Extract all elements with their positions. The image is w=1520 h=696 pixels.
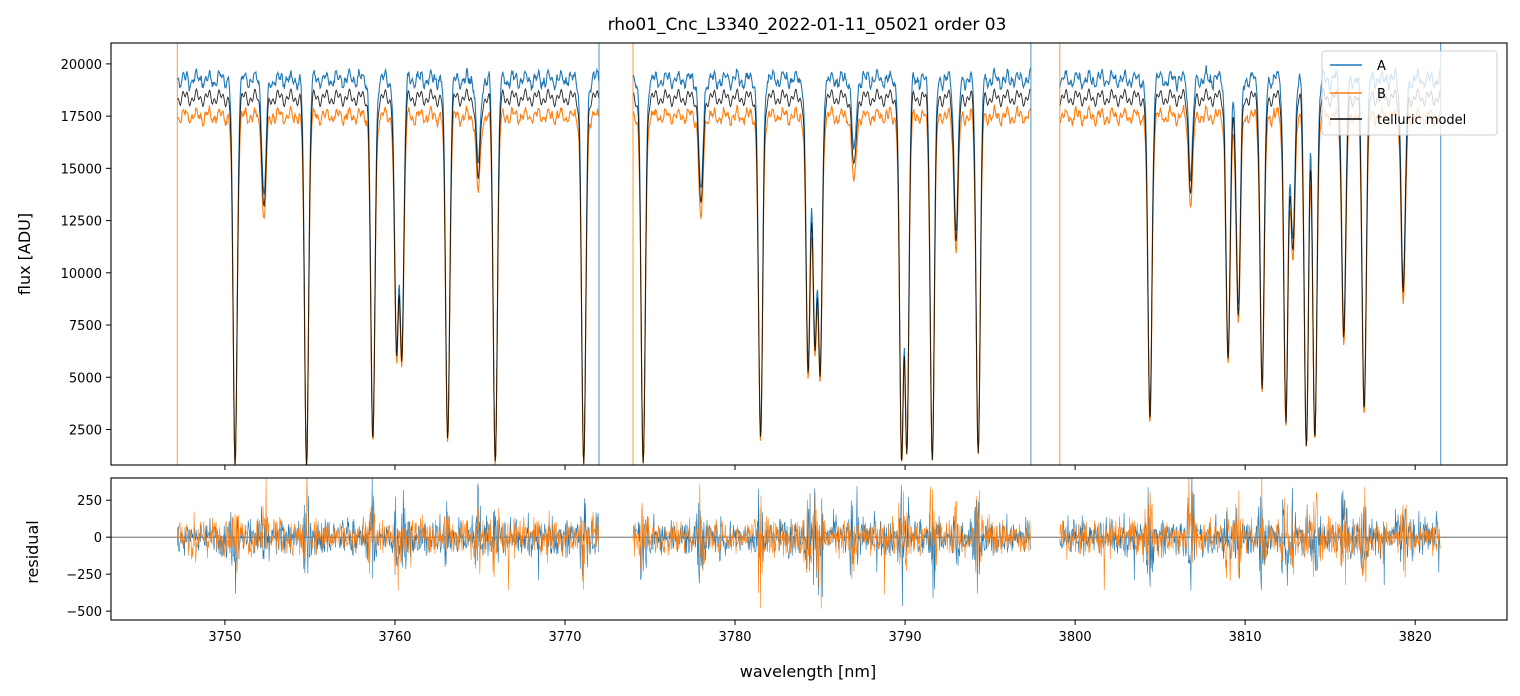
residual-y-tick-label: 0 [94, 531, 102, 546]
legend-label-telluric-model: telluric model [1377, 113, 1466, 128]
residual-line-B [177, 478, 1441, 609]
residual-x-tick-label: 3770 [548, 630, 581, 645]
flux-y-tick-label: 10000 [61, 267, 102, 282]
flux-y-tick-label: 2500 [69, 423, 102, 438]
flux-y-tick-label: 12500 [61, 215, 102, 230]
flux-y-tick-label: 15000 [61, 162, 102, 177]
segment-edge-spikes [176, 43, 1442, 465]
chart-title: rho01_Cnc_L3340_2022-01-11_05021 order 0… [608, 15, 1007, 35]
flux-x-ticks [224, 465, 1416, 470]
legend-frame [1321, 50, 1498, 136]
flux-y-tick-label: 7500 [69, 319, 102, 334]
x-axis-label: wavelength [nm] [740, 662, 877, 681]
flux-y-tick-label: 17500 [61, 110, 102, 125]
residual-y-ticks: −500 −250 0 250 [66, 494, 111, 620]
residual-panel-frame [110, 477, 1508, 621]
residual-y-tick-label: −250 [66, 568, 102, 583]
residual-x-tick-label: 3800 [1059, 630, 1092, 645]
legend: A B telluric model [1321, 50, 1498, 136]
residual-x-tick-label: 3780 [718, 630, 751, 645]
residual-y-tick-label: −500 [66, 605, 102, 620]
legend-label-B: B [1377, 87, 1386, 102]
residual-x-tick-label: 3760 [378, 630, 411, 645]
flux-panel-frame [110, 42, 1508, 466]
residual-x-tick-label: 3790 [889, 630, 922, 645]
residual-x-tick-label: 3750 [208, 630, 241, 645]
residual-x-ticks: 3750 3760 3770 3780 3790 3800 3810 3820 [208, 620, 1432, 645]
residual-y-tick-label: 250 [77, 494, 102, 509]
flux-y-tick-label: 5000 [69, 371, 102, 386]
residual-x-tick-label: 3810 [1229, 630, 1262, 645]
flux-y-ticks: 2500 5000 7500 10000 12500 15000 17500 20000 [61, 58, 111, 438]
flux-y-axis-label: flux [ADU] [15, 213, 34, 295]
residual-y-axis-label: residual [23, 520, 42, 583]
residual-panel: −500 −250 0 250 3750 3760 3770 3780 3790 3800 381… [23, 477, 1508, 681]
flux-panel: 2500 5000 7500 10000 12500 15000 17500 20000 fl… [15, 42, 1508, 470]
residual-x-tick-label: 3820 [1399, 630, 1432, 645]
legend-label-A: A [1377, 59, 1386, 74]
flux-y-tick-label: 20000 [61, 58, 102, 73]
